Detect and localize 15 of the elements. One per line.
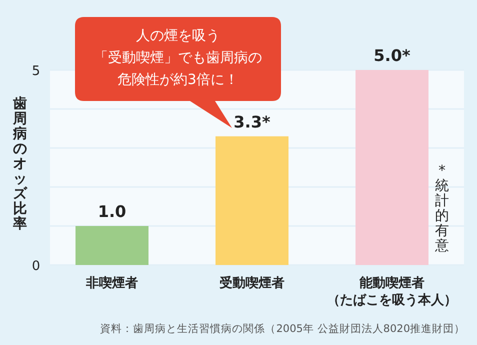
y-tick-label: 5 [32,64,40,79]
text: 資料：歯周病と生活習慣病の関係（2005年 公益財団法人8020推進財団） [100,322,465,335]
y-tick-label: 0 [32,259,40,274]
x-tick-label: 受動喫煙者 [218,275,284,291]
bar [76,226,148,265]
x-tick-label: 非喫煙者 [85,276,138,291]
data-label: 1.0 [98,202,126,221]
bar [216,136,288,265]
data-label: 5.0* [374,46,411,65]
data-label: 3.3* [234,112,271,132]
annotation: *統計的有意 [434,163,449,254]
text: 歯周病のオッズ比率 [13,96,27,232]
bar [356,70,428,265]
annotation: 人の煙を吸う「受動喫煙」でも歯周病の危険性が約3倍に！ [94,28,262,88]
x-tick-label: 能動喫煙者（たばこを吸う本人） [327,275,457,308]
